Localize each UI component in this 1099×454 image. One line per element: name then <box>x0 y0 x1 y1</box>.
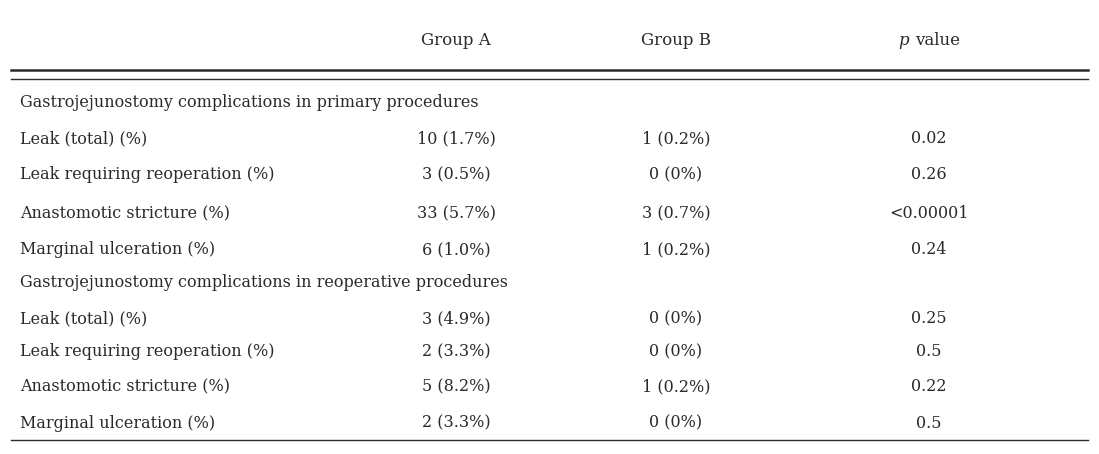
Text: 2 (3.3%): 2 (3.3%) <box>422 343 490 360</box>
Text: Leak requiring reoperation (%): Leak requiring reoperation (%) <box>20 343 275 360</box>
Text: 0.25: 0.25 <box>911 310 946 327</box>
Text: 0 (0%): 0 (0%) <box>650 166 702 183</box>
Text: Leak (total) (%): Leak (total) (%) <box>20 310 147 327</box>
Text: p: p <box>898 32 909 49</box>
Text: Gastrojejunostomy complications in reoperative procedures: Gastrojejunostomy complications in reope… <box>20 274 508 291</box>
Text: <0.00001: <0.00001 <box>889 205 968 222</box>
Text: Group A: Group A <box>421 32 491 49</box>
Text: Gastrojejunostomy complications in primary procedures: Gastrojejunostomy complications in prima… <box>20 94 478 111</box>
Text: 3 (0.7%): 3 (0.7%) <box>642 205 710 222</box>
Text: 2 (3.3%): 2 (3.3%) <box>422 415 490 432</box>
Text: 0.5: 0.5 <box>915 415 942 432</box>
Text: value: value <box>915 32 961 49</box>
Text: 0.5: 0.5 <box>915 343 942 360</box>
Text: 5 (8.2%): 5 (8.2%) <box>422 378 490 395</box>
Text: Leak requiring reoperation (%): Leak requiring reoperation (%) <box>20 166 275 183</box>
Text: Marginal ulceration (%): Marginal ulceration (%) <box>20 415 215 432</box>
Text: 6 (1.0%): 6 (1.0%) <box>422 241 490 258</box>
Text: 10 (1.7%): 10 (1.7%) <box>417 130 496 147</box>
Text: 0 (0%): 0 (0%) <box>650 343 702 360</box>
Text: 0.24: 0.24 <box>911 241 946 258</box>
Text: Anastomotic stricture (%): Anastomotic stricture (%) <box>20 378 230 395</box>
Text: Marginal ulceration (%): Marginal ulceration (%) <box>20 241 215 258</box>
Text: Anastomotic stricture (%): Anastomotic stricture (%) <box>20 205 230 222</box>
Text: 3 (4.9%): 3 (4.9%) <box>422 310 490 327</box>
Text: 1 (0.2%): 1 (0.2%) <box>642 130 710 147</box>
Text: 1 (0.2%): 1 (0.2%) <box>642 378 710 395</box>
Text: 3 (0.5%): 3 (0.5%) <box>422 166 490 183</box>
Text: 0 (0%): 0 (0%) <box>650 415 702 432</box>
Text: Leak (total) (%): Leak (total) (%) <box>20 130 147 147</box>
Text: 0.26: 0.26 <box>911 166 946 183</box>
Text: 0.22: 0.22 <box>911 378 946 395</box>
Text: 1 (0.2%): 1 (0.2%) <box>642 241 710 258</box>
Text: 0 (0%): 0 (0%) <box>650 310 702 327</box>
Text: 33 (5.7%): 33 (5.7%) <box>417 205 496 222</box>
Text: Group B: Group B <box>641 32 711 49</box>
Text: 0.02: 0.02 <box>911 130 946 147</box>
